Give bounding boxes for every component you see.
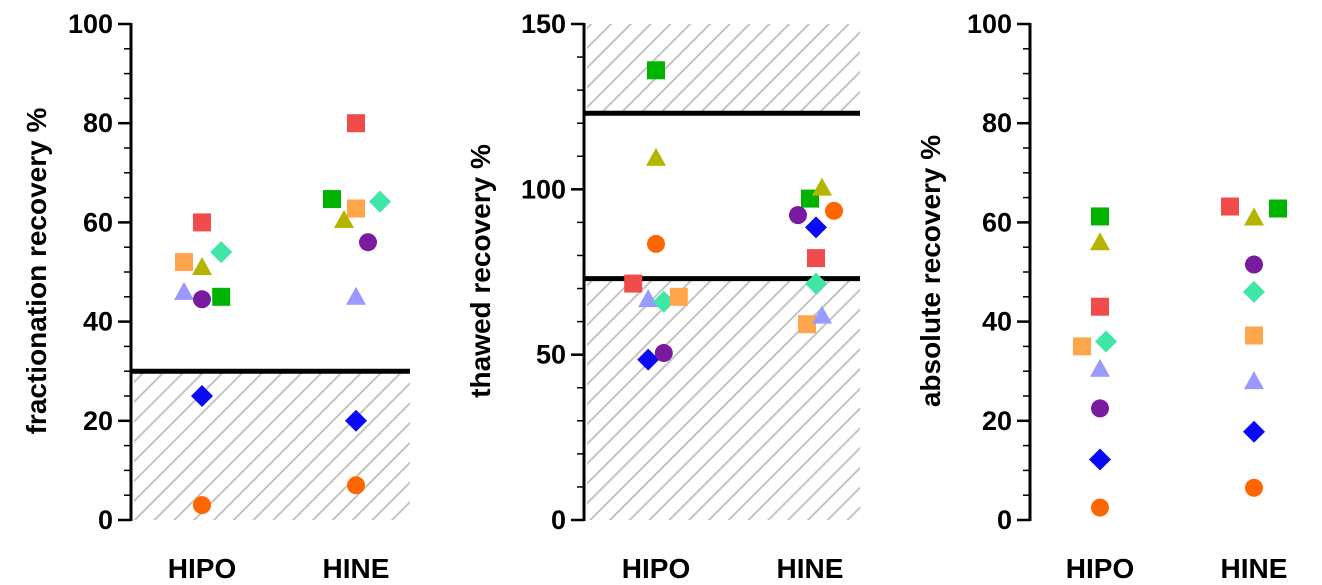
data-point-hipo-circle: [647, 234, 665, 253]
data-point-hine-square: [1245, 326, 1263, 345]
data-point-hine-circle: [347, 476, 365, 495]
data-point-hine-triangle: [1244, 207, 1264, 226]
data-point-hipo-square: [624, 274, 643, 293]
x-tick-label-hine: HINE: [323, 553, 390, 584]
data-point-hine-square: [1269, 199, 1287, 218]
fractionation-recovery-panel: fractionation recovery % HIPO HINE 0 20 40…: [21, 9, 410, 584]
data-point-hipo-square: [175, 253, 193, 272]
data-point-hine-square: [1221, 197, 1239, 216]
data-point-hine-triangle: [1244, 371, 1264, 390]
data-point-hipo-square: [669, 287, 688, 306]
data-point-hine-diamond: [345, 409, 367, 432]
data-point-hipo-triangle: [192, 257, 212, 276]
data-point-hine-circle: [359, 233, 377, 252]
data-point-hipo-diamond: [652, 290, 675, 313]
data-point-hipo-square: [193, 213, 211, 232]
data-point-hipo-diamond: [210, 241, 233, 264]
data-point-hine-square: [323, 190, 341, 209]
x-tick-label-hine: HINE: [1221, 553, 1288, 584]
y-tick-label: 100: [521, 174, 566, 204]
y-tick-label: 80: [83, 108, 113, 138]
x-tick-label-hipo: HIPO: [168, 553, 236, 584]
y-tick-label: 60: [83, 207, 113, 237]
data-point-hine-diamond: [805, 216, 827, 239]
data-point-hine-circle: [1245, 255, 1263, 274]
absolute-recovery-panel: absolute recovery % HIPO HINE 0 20 40 60 80 1…: [915, 9, 1287, 584]
data-point-hine-square: [807, 249, 825, 268]
data-point-hipo-circle: [193, 290, 211, 309]
thawed-recovery-panel: thawed recovery % HIPO HINE 0 50 100 150: [465, 9, 860, 584]
y-tick-label: 0: [98, 505, 113, 535]
y-tick-label: 20: [982, 406, 1012, 436]
x-tick-labels: HIPO HINE: [1066, 553, 1288, 584]
y-tick-label: 80: [982, 108, 1012, 138]
data-point-hipo-square: [1073, 337, 1091, 356]
data-point-hipo-diamond: [637, 348, 660, 371]
x-tick-label-hine: HINE: [777, 553, 844, 584]
data-point-hipo-triangle: [646, 147, 666, 166]
y-tick-label: 0: [551, 505, 566, 535]
data-point-hine-circle: [825, 201, 843, 220]
data-point-hine-triangle: [812, 305, 832, 324]
data-point-hine-square: [347, 199, 365, 218]
x-tick-label-hipo: HIPO: [1066, 553, 1134, 584]
data-point-hine-diamond: [1243, 420, 1265, 443]
y-tick-label: 20: [83, 406, 113, 436]
data-point-hipo-diamond: [1089, 448, 1111, 471]
data-point-hine-square: [347, 114, 365, 133]
data-point-hine-square: [798, 315, 816, 334]
y-tick-label: 100: [68, 9, 113, 39]
data-point-hine-diamond: [1243, 280, 1265, 303]
data-point-hipo-triangle: [1090, 232, 1110, 251]
data-point-hipo-triangle: [638, 289, 659, 308]
shaded-range-0: [134, 371, 410, 520]
data-point-hine-triangle: [812, 177, 832, 196]
y-tick-label: 40: [982, 307, 1012, 337]
y-tick-label: 150: [521, 9, 566, 39]
data-point-hipo-circle: [654, 344, 673, 363]
data-point-hine-triangle: [334, 209, 354, 228]
data-point-hipo-square: [1091, 297, 1109, 316]
data-point-hipo-circle: [1091, 498, 1109, 517]
y-tick-label: 50: [536, 340, 566, 370]
data-point-hipo-circle: [193, 496, 211, 515]
shaded-range-1: [587, 24, 860, 114]
data-point-hine-diamond: [805, 272, 827, 295]
x-tick-labels: HIPO HINE: [622, 553, 844, 584]
data-point-hine-diamond: [369, 190, 391, 213]
data-point-hipo-triangle: [174, 281, 194, 300]
data-point-hipo-diamond: [1095, 330, 1117, 353]
data-point-hipo-diamond: [191, 385, 213, 407]
data-point-hipo-square: [1091, 207, 1109, 226]
y-axis-label: absolute recovery %: [915, 135, 946, 407]
data-point-hipo-square: [647, 61, 665, 80]
data-point-hine-circle: [789, 206, 807, 225]
x-tick-labels: HIPO HINE: [168, 553, 390, 584]
y-tick-label: 100: [967, 9, 1012, 39]
y-tick-label: 40: [83, 307, 113, 337]
y-axis-label: thawed recovery %: [465, 144, 496, 398]
y-tick-label: 60: [982, 207, 1012, 237]
data-point-hine-circle: [1245, 478, 1263, 497]
y-tick-label: 0: [997, 505, 1012, 535]
data-point-hipo-square: [212, 287, 231, 306]
data-point-hipo-circle: [1091, 399, 1109, 418]
x-tick-label-hipo: HIPO: [622, 553, 690, 584]
data-point-hine-triangle: [346, 286, 366, 305]
y-axis-label: fractionation recovery %: [21, 108, 52, 435]
data-point-hipo-triangle: [1090, 358, 1110, 377]
